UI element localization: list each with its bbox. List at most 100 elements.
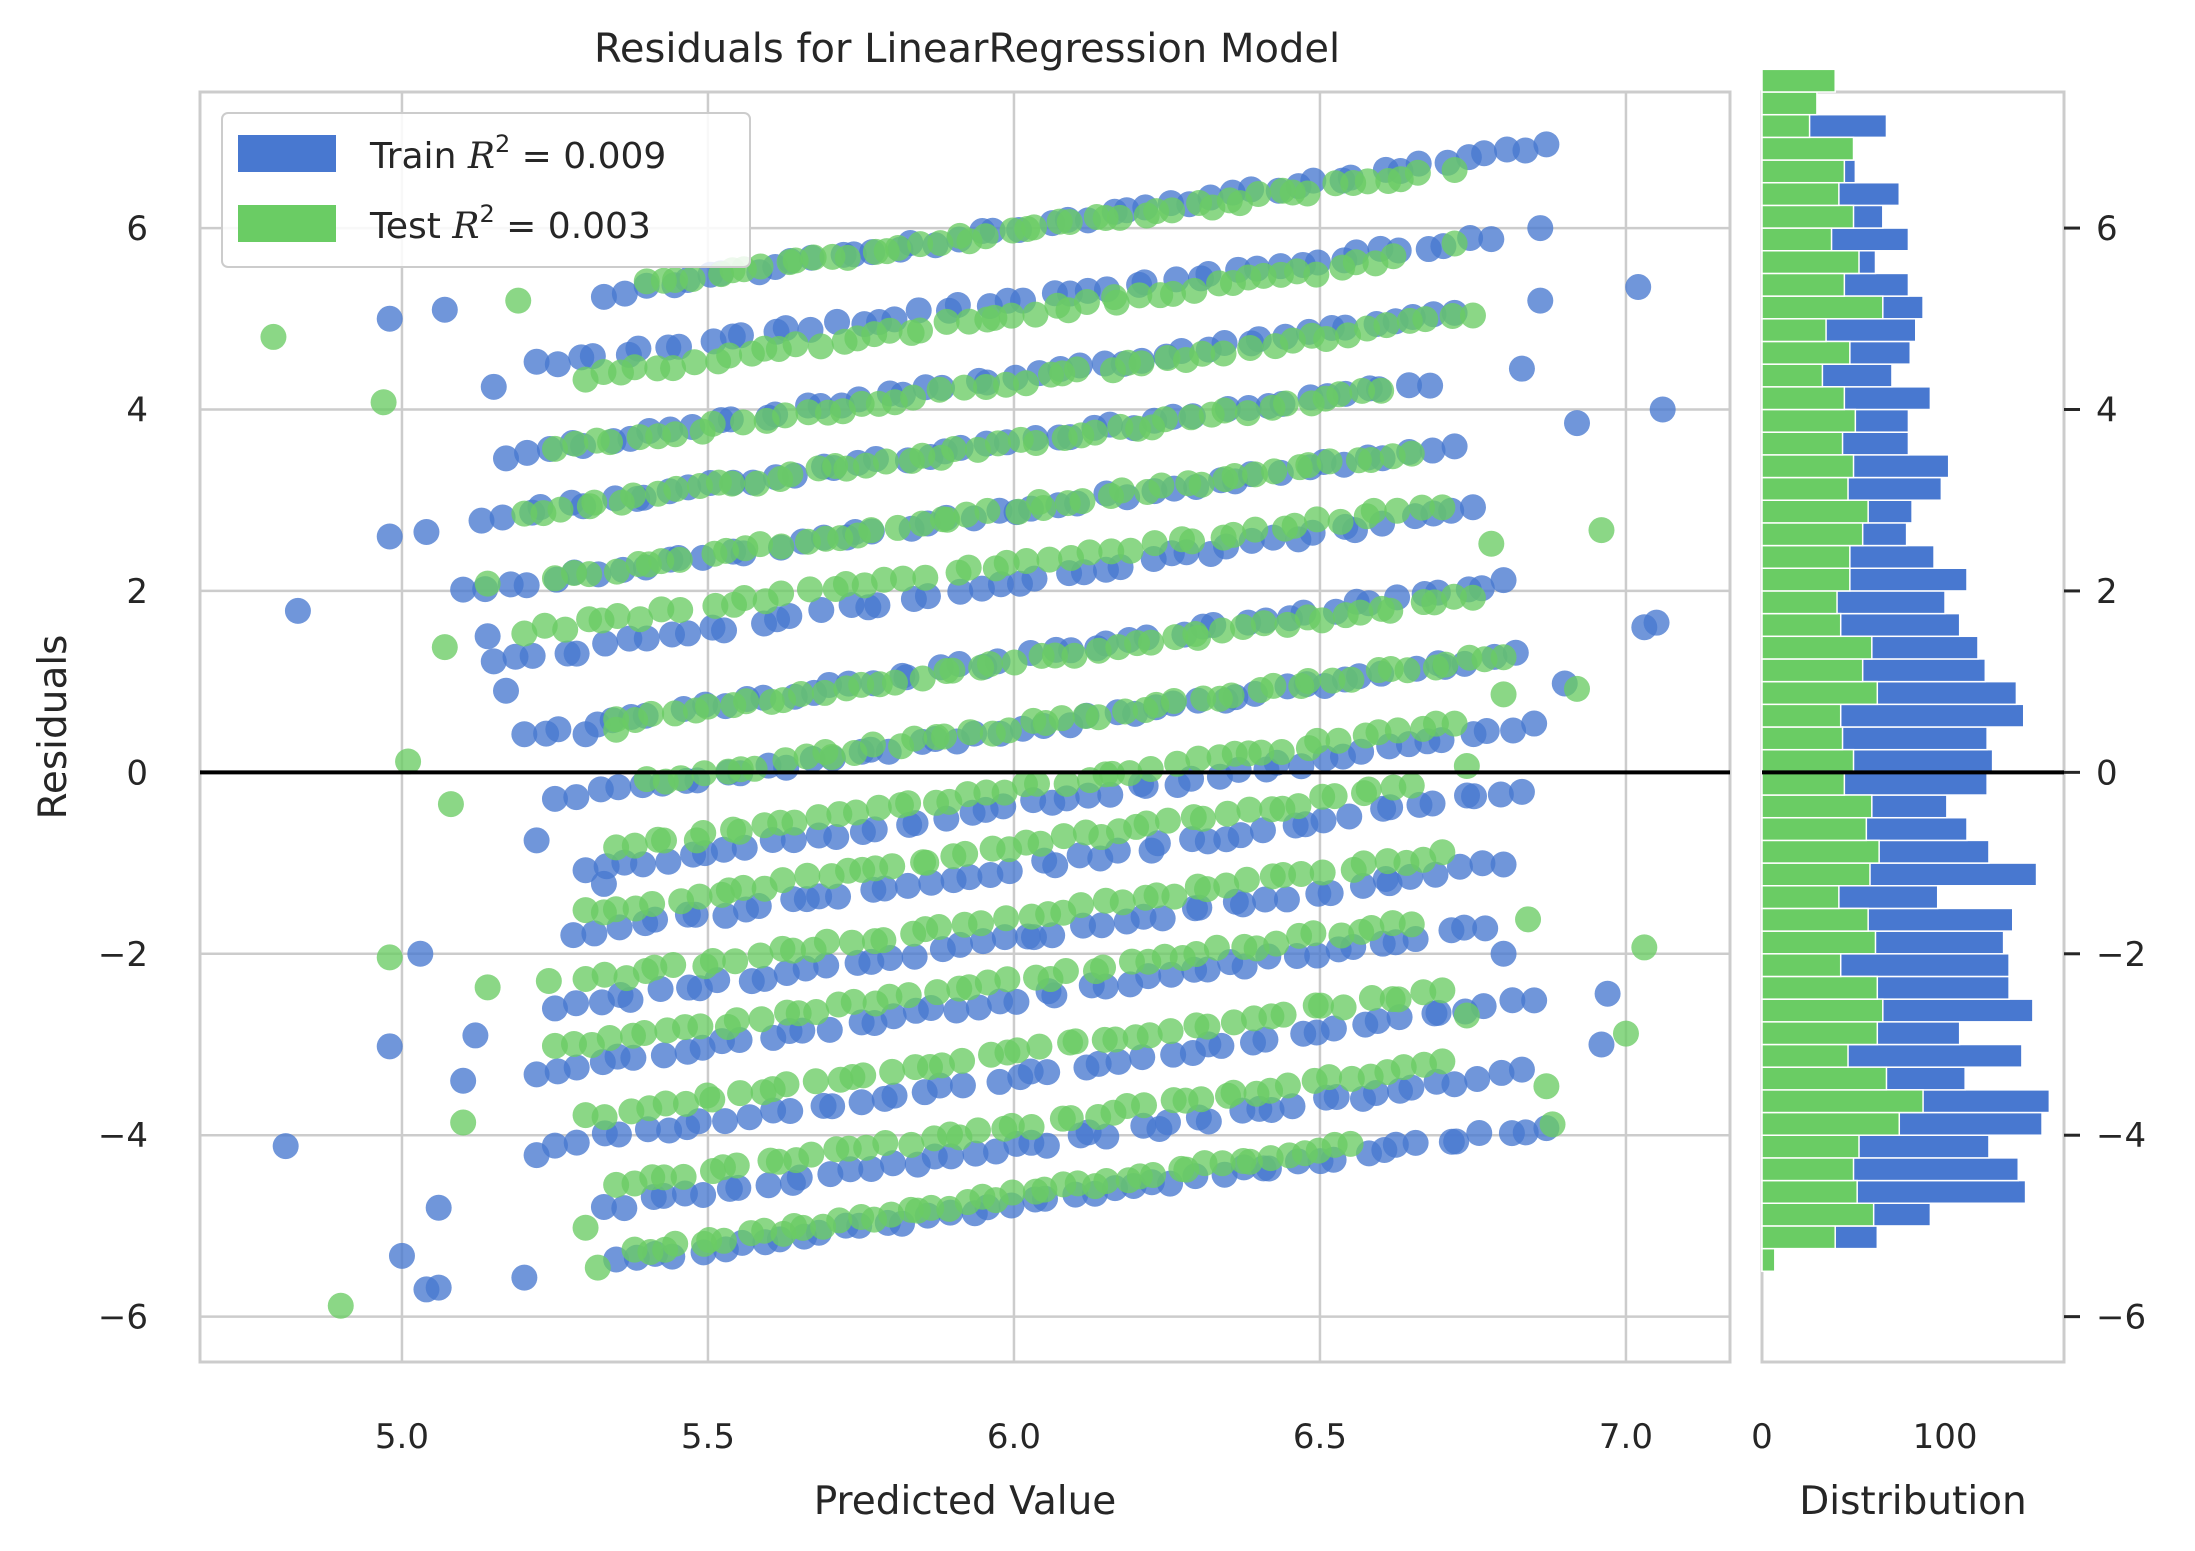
legend-box bbox=[221, 112, 751, 268]
data-point bbox=[667, 596, 694, 623]
x-tick-label: 5.0 bbox=[375, 1417, 429, 1457]
data-point bbox=[1137, 756, 1164, 783]
data-point bbox=[748, 1006, 775, 1033]
data-point bbox=[710, 1227, 737, 1254]
data-point bbox=[1319, 667, 1346, 694]
data-point bbox=[1374, 848, 1401, 875]
data-point bbox=[894, 872, 921, 899]
data-point bbox=[376, 305, 403, 332]
data-point bbox=[1325, 727, 1352, 754]
histogram-bar bbox=[1761, 703, 1842, 728]
data-point bbox=[547, 496, 574, 523]
data-point bbox=[768, 580, 795, 607]
data-point bbox=[1270, 1001, 1297, 1028]
data-point bbox=[736, 1104, 763, 1131]
data-point bbox=[1382, 929, 1409, 956]
data-point bbox=[1021, 214, 1048, 241]
data-point bbox=[1338, 666, 1365, 693]
data-point bbox=[1159, 197, 1186, 224]
data-point bbox=[1385, 986, 1412, 1013]
y-tick-label: 6 bbox=[126, 209, 148, 249]
data-point bbox=[605, 1121, 632, 1148]
data-point bbox=[563, 1054, 590, 1081]
data-point bbox=[833, 455, 860, 482]
data-point bbox=[852, 452, 879, 479]
data-point bbox=[864, 592, 891, 619]
data-point bbox=[901, 943, 928, 970]
data-point bbox=[777, 1098, 804, 1125]
data-point bbox=[1178, 404, 1205, 431]
data-point bbox=[1377, 597, 1404, 624]
data-point bbox=[1027, 830, 1054, 857]
data-point bbox=[1070, 912, 1097, 939]
data-point bbox=[1209, 617, 1236, 644]
data-point bbox=[670, 1163, 697, 1190]
data-point bbox=[902, 810, 929, 837]
data-point bbox=[1417, 372, 1444, 399]
distribution-x-tick-label: 100 bbox=[1913, 1417, 1978, 1457]
data-point bbox=[865, 794, 892, 821]
data-point bbox=[1050, 823, 1077, 850]
distribution-x-axis-label: Distribution bbox=[1799, 1479, 2027, 1524]
data-point bbox=[376, 523, 403, 550]
data-point bbox=[370, 389, 397, 416]
histogram-bar bbox=[1761, 635, 1873, 660]
data-point bbox=[480, 648, 507, 675]
data-point bbox=[1160, 687, 1187, 714]
data-point bbox=[1129, 1044, 1156, 1071]
data-point bbox=[284, 597, 311, 624]
data-point bbox=[816, 1016, 843, 1043]
x-tick-label: 6.0 bbox=[987, 1417, 1041, 1457]
data-point bbox=[1382, 1131, 1409, 1158]
data-point bbox=[1088, 912, 1115, 939]
data-point bbox=[560, 922, 587, 949]
data-point bbox=[1210, 340, 1237, 367]
data-point bbox=[1451, 914, 1478, 941]
data-point bbox=[638, 700, 665, 727]
data-point bbox=[1157, 1018, 1184, 1045]
data-point bbox=[1249, 817, 1276, 844]
data-point bbox=[1473, 718, 1500, 745]
data-point bbox=[1303, 261, 1330, 288]
histogram-bar bbox=[1761, 499, 1869, 524]
data-point bbox=[1103, 289, 1130, 316]
data-point bbox=[1090, 954, 1117, 981]
data-point bbox=[1316, 448, 1343, 475]
data-point bbox=[1588, 1031, 1615, 1058]
data-point bbox=[1466, 1120, 1493, 1147]
data-point bbox=[872, 1130, 899, 1157]
data-point bbox=[1209, 1150, 1236, 1177]
data-point bbox=[1093, 1167, 1120, 1194]
data-point bbox=[879, 1058, 906, 1085]
data-point bbox=[592, 630, 619, 657]
data-point bbox=[1500, 717, 1527, 744]
data-point bbox=[1076, 539, 1103, 566]
x-tick-label: 5.5 bbox=[681, 1417, 735, 1457]
data-point bbox=[777, 461, 804, 488]
data-point bbox=[943, 997, 970, 1024]
data-point bbox=[712, 1108, 739, 1135]
data-point bbox=[1469, 850, 1496, 877]
data-point bbox=[723, 1007, 750, 1034]
data-point bbox=[1364, 1007, 1391, 1034]
data-point bbox=[552, 616, 579, 643]
data-point bbox=[713, 537, 740, 564]
legend-swatch-train bbox=[238, 135, 336, 172]
data-point bbox=[1429, 1048, 1456, 1075]
data-point bbox=[462, 1022, 489, 1049]
data-point bbox=[952, 840, 979, 867]
data-point bbox=[1310, 807, 1337, 834]
data-point bbox=[1327, 508, 1354, 535]
data-point bbox=[1295, 452, 1322, 479]
data-point bbox=[918, 869, 945, 896]
data-point bbox=[1220, 521, 1247, 548]
data-point bbox=[995, 717, 1022, 744]
data-point bbox=[634, 1116, 661, 1143]
data-point bbox=[1328, 922, 1355, 949]
data-point bbox=[1631, 934, 1658, 961]
data-point bbox=[1443, 1128, 1470, 1155]
histogram-bar bbox=[1761, 567, 1851, 592]
data-point bbox=[953, 501, 980, 528]
data-point bbox=[450, 1067, 477, 1094]
data-point bbox=[879, 853, 906, 880]
